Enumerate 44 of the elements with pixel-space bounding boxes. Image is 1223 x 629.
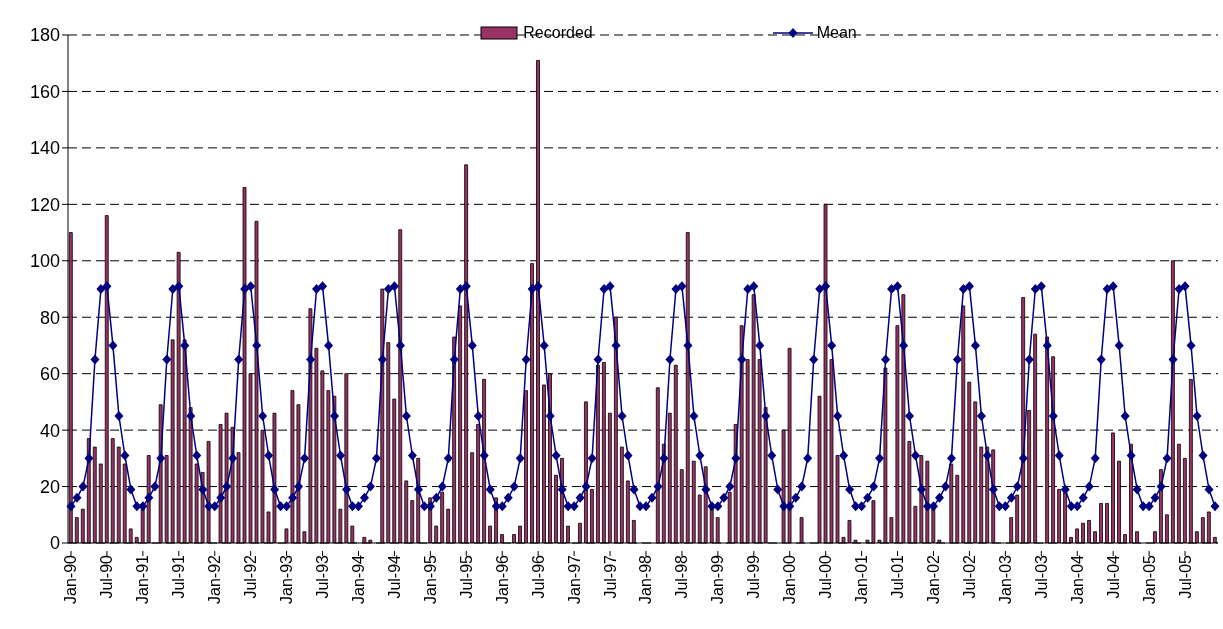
y-tick-label: 120 bbox=[29, 194, 60, 215]
x-tick-label: Jan-96 bbox=[493, 554, 511, 604]
x-tick-label: Jul-95 bbox=[457, 554, 475, 599]
x-tick-label: Jul-00 bbox=[817, 554, 835, 599]
y-tick-label: 0 bbox=[49, 533, 60, 554]
x-tick-label: Jan-93 bbox=[278, 554, 296, 604]
x-tick-label: Jul-97 bbox=[601, 554, 619, 599]
x-tick-label: Jul-91 bbox=[170, 554, 188, 599]
x-tick-label: Jul-92 bbox=[242, 554, 260, 599]
y-tick-label: 140 bbox=[29, 138, 60, 159]
x-tick-label: Jan-92 bbox=[206, 554, 224, 604]
x-tick-label: Jan-97 bbox=[565, 554, 583, 604]
x-tick-label: Jul-98 bbox=[673, 554, 691, 599]
x-tick-label: Jul-93 bbox=[314, 554, 332, 599]
x-tick-label: Jan-01 bbox=[853, 554, 871, 604]
x-tick-label: Jan-03 bbox=[996, 554, 1014, 604]
x-tick-label: Jan-04 bbox=[1068, 554, 1086, 604]
x-tick-label: Jul-04 bbox=[1104, 554, 1122, 599]
x-tick-label: Jul-01 bbox=[889, 554, 907, 599]
x-tick-label: Jan-95 bbox=[421, 554, 439, 604]
x-tick-label: Jul-96 bbox=[529, 554, 547, 599]
y-tick-label: 60 bbox=[39, 364, 60, 385]
x-tick-label: Jan-98 bbox=[637, 554, 655, 604]
x-tick-label: Jul-05 bbox=[1176, 554, 1194, 599]
y-tick-label: 100 bbox=[29, 251, 60, 272]
y-tick-label: 180 bbox=[29, 25, 60, 46]
x-tick-label: Jan-90 bbox=[62, 554, 80, 604]
x-tick-label: Jan-05 bbox=[1140, 554, 1158, 604]
y-tick-label: 80 bbox=[39, 307, 60, 328]
x-tick-label: Jul-99 bbox=[745, 554, 763, 599]
x-tick-label: Jan-99 bbox=[709, 554, 727, 604]
x-tick-label: Jan-94 bbox=[349, 554, 367, 604]
legend-label: Recorded bbox=[523, 24, 593, 42]
legend-label: Mean bbox=[816, 24, 857, 42]
x-tick-label: Jul-94 bbox=[385, 554, 403, 599]
x-tick-label: Jan-02 bbox=[924, 554, 942, 604]
y-tick-label: 40 bbox=[39, 420, 60, 441]
x-tick-label: Jul-03 bbox=[1032, 554, 1050, 599]
x-tick-label: Jul-02 bbox=[960, 554, 978, 599]
y-tick-label: 20 bbox=[39, 476, 60, 497]
x-tick-label: Jan-91 bbox=[134, 554, 152, 604]
x-tick-label: Jul-90 bbox=[98, 554, 116, 599]
x-tick-label: Jan-00 bbox=[781, 554, 799, 604]
y-tick-label: 160 bbox=[29, 81, 60, 102]
